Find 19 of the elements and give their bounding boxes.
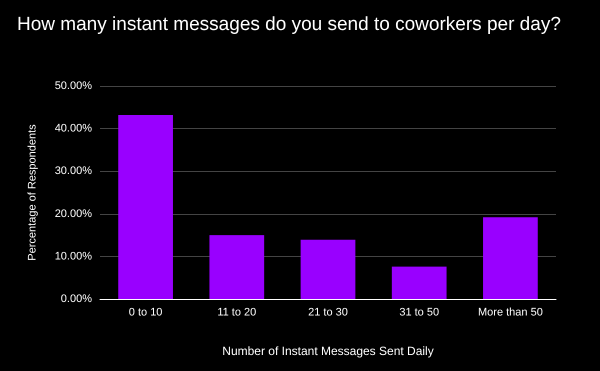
bar bbox=[392, 266, 447, 299]
y-tick-label: 40.00% bbox=[54, 122, 92, 135]
x-tick-label: 11 to 20 bbox=[217, 306, 256, 318]
x-tick-label: More than 50 bbox=[478, 306, 543, 318]
y-tick-label: 20.00% bbox=[54, 208, 92, 220]
y-tick-label: 50.00% bbox=[54, 80, 92, 92]
x-axis-title: Number of Instant Messages Sent Daily bbox=[222, 344, 434, 358]
x-tick-label: 21 to 30 bbox=[308, 306, 348, 318]
bar bbox=[300, 240, 356, 299]
bar bbox=[118, 114, 173, 299]
y-tick-label: 0.00% bbox=[60, 293, 92, 305]
bar bbox=[483, 217, 538, 299]
y-tick-label: 10.00% bbox=[54, 250, 92, 262]
bar bbox=[209, 235, 264, 299]
x-tick-label: 31 to 50 bbox=[399, 306, 440, 318]
chart-title: How many instant messages do you send to coworkers per day? bbox=[17, 14, 561, 35]
y-tick-label: 30.00% bbox=[54, 165, 92, 178]
y-axis-title: Percentage of Respondents bbox=[26, 124, 38, 261]
x-tick-label: 0 to 10 bbox=[128, 306, 162, 318]
